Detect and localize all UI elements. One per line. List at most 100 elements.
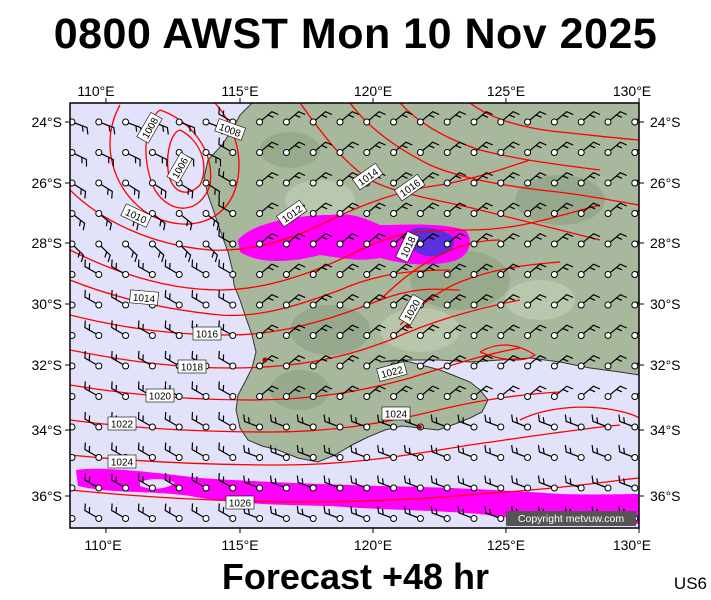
wind-barb (609, 324, 627, 335)
wind-barb (502, 172, 520, 182)
wind-barb (164, 259, 177, 274)
isobar-label: 1016 (196, 330, 219, 341)
wind-station (95, 210, 103, 217)
wind-barb (58, 321, 69, 335)
wind-barb (243, 414, 258, 427)
wind-station (604, 362, 612, 370)
wind-station (95, 362, 103, 370)
wind-station (336, 240, 344, 248)
wind-barb (323, 445, 338, 458)
wind-barb (164, 503, 177, 518)
wind-barb (137, 442, 151, 457)
wind-station (497, 210, 505, 217)
wind-barb (261, 263, 279, 274)
wind-station (175, 301, 183, 309)
wind-barb (529, 141, 547, 152)
wind-barb (368, 294, 386, 304)
wind-barb (583, 324, 601, 335)
wind-barb (502, 294, 520, 304)
wind-barb (564, 445, 579, 458)
wind-barb (218, 106, 231, 122)
wind-station (604, 454, 612, 461)
wind-barb (218, 472, 231, 488)
wind-station (336, 362, 344, 370)
wind-barb (422, 172, 440, 182)
wind-barb (58, 260, 69, 274)
wind-station (443, 454, 451, 461)
wind-barb (208, 153, 222, 167)
wind-station (148, 271, 156, 278)
wind-barb (422, 263, 440, 274)
wind-barb (422, 355, 440, 365)
wind-barb (315, 294, 333, 304)
wind-station (95, 423, 103, 431)
wind-barb (288, 141, 306, 152)
wind-station (282, 423, 290, 431)
wind-station (95, 454, 103, 461)
wind-barb (422, 111, 440, 121)
wind-barb (191, 503, 204, 518)
wind-barb (475, 263, 493, 274)
wind-station (256, 515, 264, 522)
wind-station (256, 454, 264, 461)
wind-station (70, 362, 76, 370)
wind-station (577, 240, 585, 248)
wind-barb (84, 320, 97, 335)
wind-station (229, 423, 237, 431)
wind-barb (502, 355, 520, 365)
wind-station (202, 515, 210, 522)
wind-station (175, 210, 183, 217)
wind-station (470, 393, 478, 400)
wind-barb (609, 202, 627, 213)
wind-barb (368, 111, 386, 121)
wind-station (309, 423, 317, 431)
isobar-label: 1024 (385, 410, 408, 421)
wind-barb (74, 214, 86, 231)
copyright-box (506, 511, 636, 526)
wind-barb (395, 385, 413, 396)
wind-station (95, 240, 103, 248)
wind-station (443, 423, 451, 431)
wind-station (282, 271, 290, 278)
wind-barb (261, 324, 279, 335)
wind-barb (377, 506, 392, 519)
wind-barb (350, 506, 365, 519)
wind-station (282, 301, 290, 309)
wind-station (336, 423, 344, 431)
wind-station (577, 149, 585, 156)
wind-station (336, 515, 344, 522)
wind-station (175, 484, 183, 492)
wind-barb (457, 506, 472, 519)
wind-station (175, 118, 183, 126)
wind-station (390, 301, 398, 309)
wind-barb (475, 172, 493, 182)
wind-barb (84, 442, 97, 457)
wind-barb (502, 202, 520, 213)
wind-barb (315, 355, 333, 365)
wind-station (148, 149, 156, 156)
wind-station (363, 301, 371, 309)
wind-station (363, 423, 371, 431)
wind-barb (191, 442, 204, 457)
lon-label: 120°E (354, 83, 392, 99)
wind-station (202, 118, 210, 126)
wind-station (470, 484, 478, 492)
wind-barb (609, 294, 627, 304)
wind-barb (191, 381, 204, 396)
wind-barb (368, 202, 386, 213)
wind-station (256, 332, 264, 339)
wind-barb (181, 122, 196, 135)
wind-barb (350, 445, 365, 458)
wind-barb (341, 111, 359, 121)
wind-station (363, 149, 371, 156)
wind-station (282, 515, 290, 522)
wind-station (309, 332, 317, 339)
wind-station (416, 454, 424, 461)
lon-label: 110°E (84, 537, 121, 553)
wind-barb (350, 475, 365, 488)
wind-barb (583, 385, 601, 396)
wind-station (70, 149, 76, 156)
wind-station (282, 362, 290, 370)
wind-station (443, 240, 451, 248)
wind-barb (475, 141, 493, 152)
